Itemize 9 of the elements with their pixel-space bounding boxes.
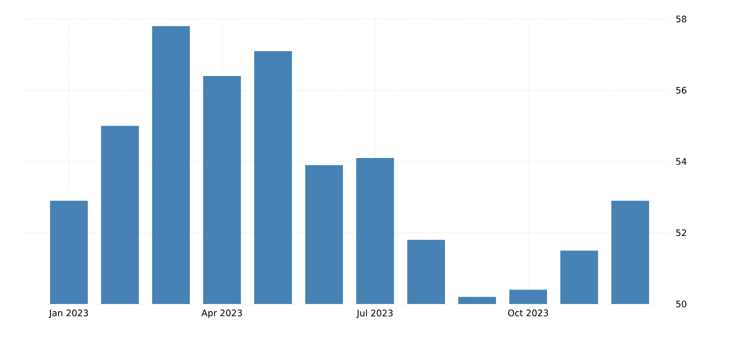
y-tick-label: 54 xyxy=(676,158,686,165)
y-tick-label: 52 xyxy=(676,229,686,236)
y-tick-label: 58 xyxy=(676,16,686,22)
x-tick-label: Jan 2023 xyxy=(48,310,88,318)
x-tick-label: Jul 2023 xyxy=(356,310,393,318)
y-tick-label: 56 xyxy=(676,86,686,94)
x-tick-label: Apr 2023 xyxy=(201,310,242,318)
y-tick-label: 50 xyxy=(676,300,686,308)
x-tick-label: Oct 2023 xyxy=(508,310,548,316)
